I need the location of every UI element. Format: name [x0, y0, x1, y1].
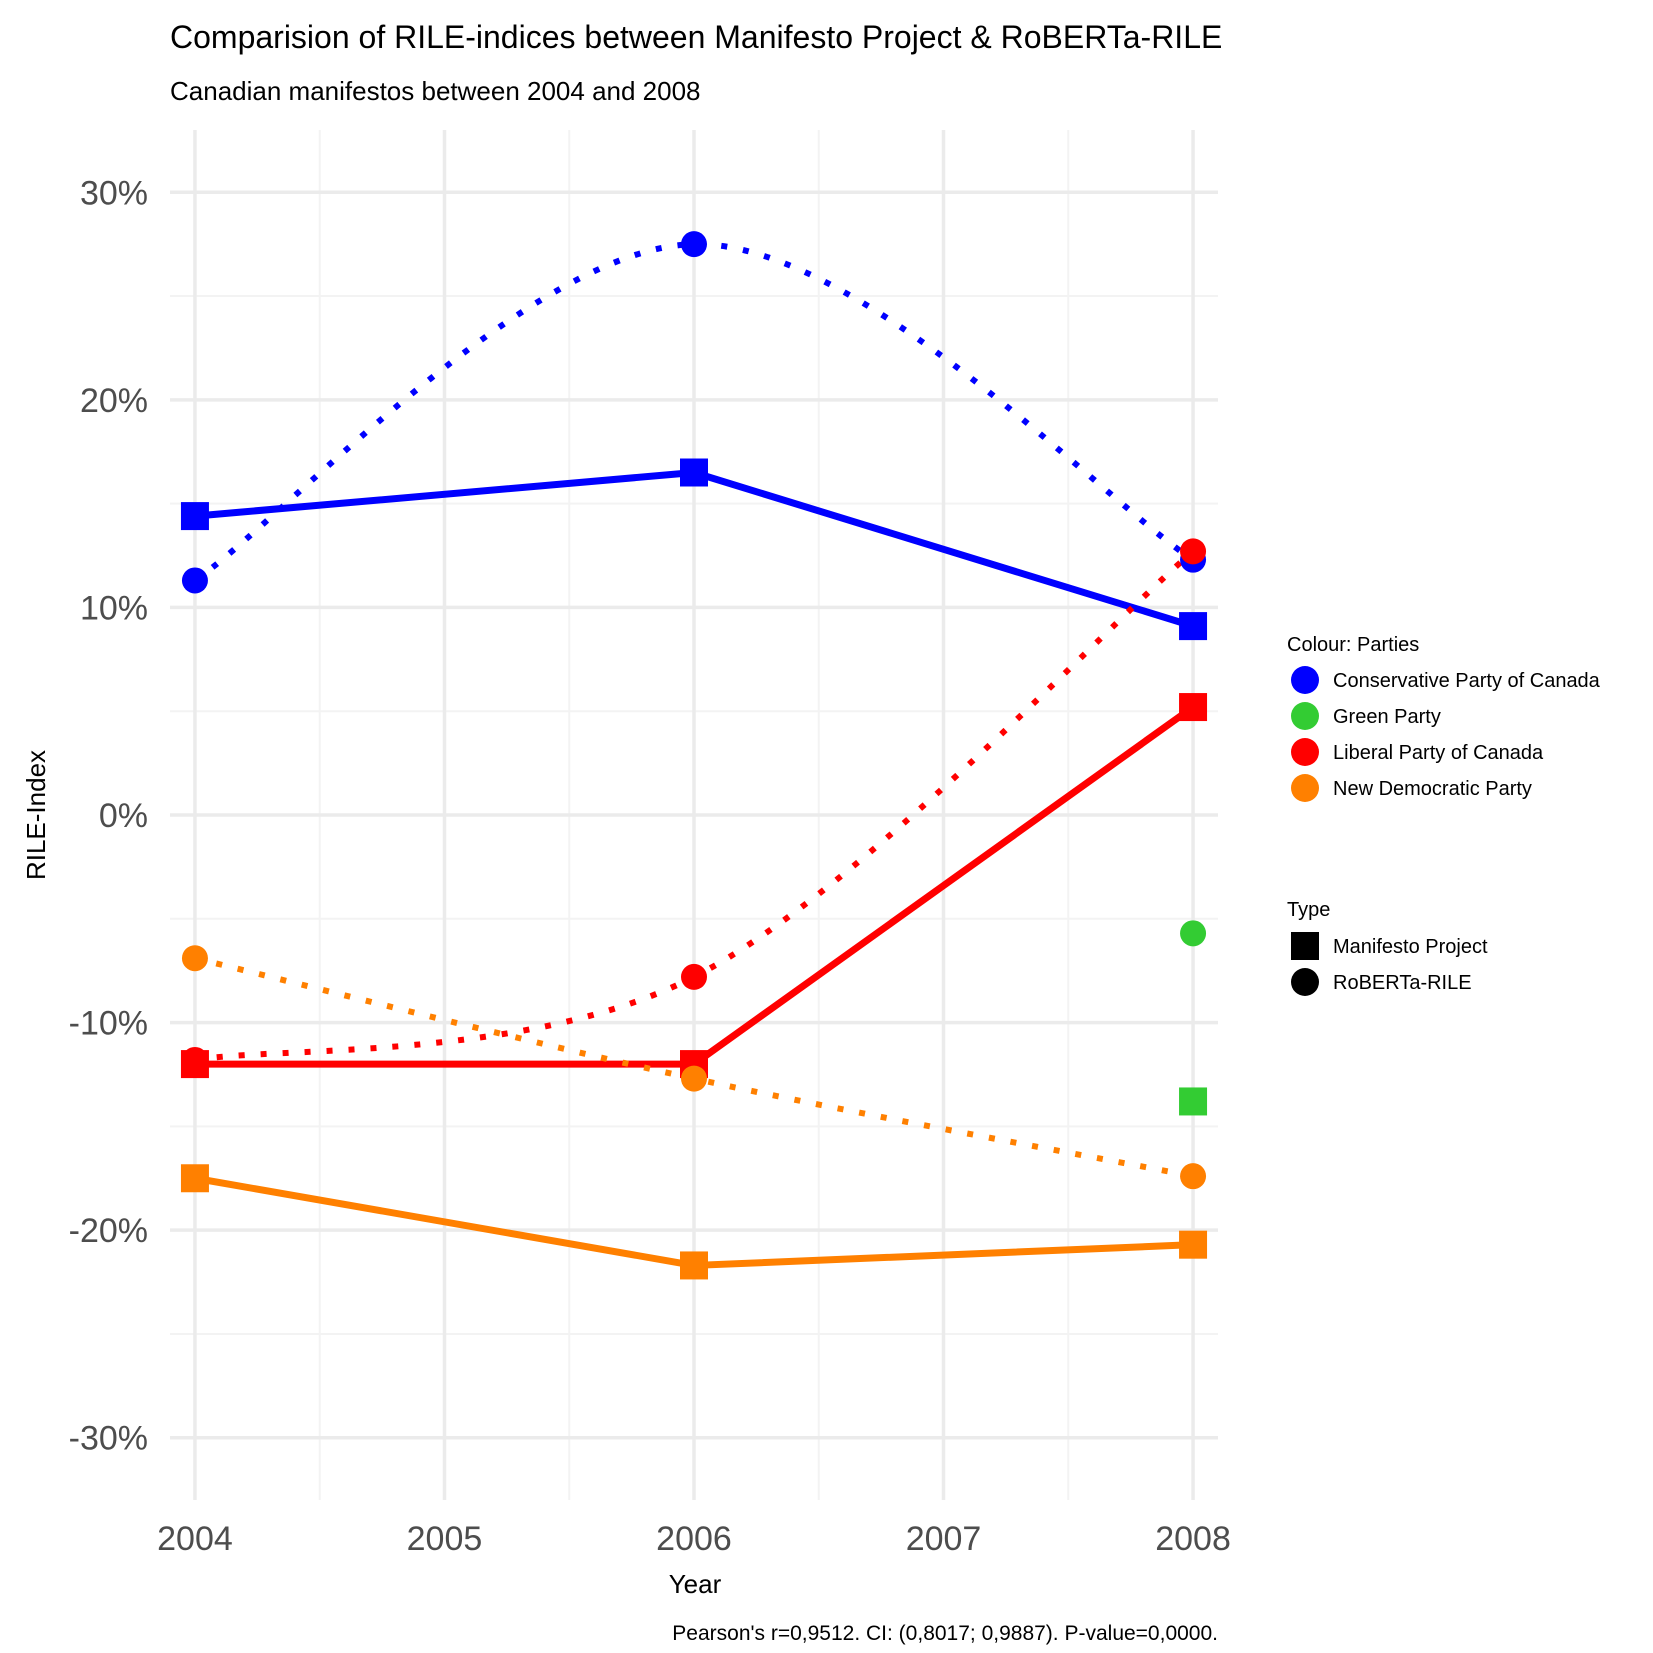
legend-label-conservative-party-of-canada: Conservative Party of Canada [1333, 670, 1601, 692]
data-point-conservative-party-of-canada-manifesto-project-2006 [680, 458, 708, 487]
x-tick-label: 2004 [157, 1520, 233, 1558]
y-tick-label: 20% [80, 382, 148, 420]
legend-key-roberta-rile [1291, 968, 1319, 996]
y-tick-label: -10% [69, 1005, 148, 1043]
legend-label-liberal-party-of-canada: Liberal Party of Canada [1333, 742, 1544, 764]
chart-title: Comparision of RILE-indices between Mani… [170, 19, 1222, 55]
data-point-green-party-roberta-rile-2008 [1180, 920, 1207, 947]
data-point-new-democratic-party-manifesto-project-2008 [1179, 1230, 1208, 1259]
x-tick-label: 2006 [656, 1520, 732, 1558]
data-point-conservative-party-of-canada-roberta-rile-2004 [181, 567, 208, 594]
legend-label-new-democratic-party: New Democratic Party [1333, 778, 1532, 800]
legend-key-green-party [1291, 702, 1319, 730]
data-point-liberal-party-of-canada-manifesto-project-2008 [1179, 693, 1208, 722]
series-markers [180, 231, 1208, 1280]
series-line-liberal-party-of-canada-roberta-rile [194, 549, 1195, 1063]
parties-legend-title: Colour: Parties [1287, 634, 1419, 656]
x-axis-title: Year [669, 1569, 722, 1599]
chart-subtitle: Canadian manifestos between 2004 and 200… [170, 76, 701, 106]
legend-key-liberal-party-of-canada [1291, 738, 1319, 766]
data-point-green-party-manifesto-project-2008 [1179, 1087, 1208, 1116]
y-axis-title: RILE-Index [21, 750, 51, 880]
data-point-new-democratic-party-roberta-rile-2008 [1180, 1163, 1207, 1190]
data-point-liberal-party-of-canada-roberta-rile-2008 [1180, 538, 1207, 565]
legend-key-manifesto-project [1291, 932, 1319, 960]
x-tick-label: 2005 [407, 1520, 483, 1558]
legend-label-manifesto-project: Manifesto Project [1333, 936, 1488, 958]
data-point-new-democratic-party-roberta-rile-2004 [181, 945, 208, 972]
y-tick-label: -30% [69, 1420, 148, 1458]
data-point-conservative-party-of-canada-roberta-rile-2006 [681, 231, 707, 258]
data-point-new-democratic-party-manifesto-project-2004 [180, 1164, 209, 1193]
legend-label-roberta-rile: RoBERTa-RILE [1333, 972, 1472, 994]
data-point-conservative-party-of-canada-manifesto-project-2004 [180, 502, 209, 531]
legend: Colour: Parties Type Conservative Party … [1287, 634, 1601, 996]
type-legend-title: Type [1287, 899, 1330, 921]
caption: Pearson's r=0,9512. CI: (0,8017; 0,9887)… [672, 1622, 1218, 1645]
y-tick-label: 30% [80, 174, 148, 212]
legend-key-conservative-party-of-canada [1291, 666, 1319, 694]
y-tick-label: -20% [69, 1212, 148, 1250]
data-point-new-democratic-party-roberta-rile-2006 [681, 1065, 707, 1092]
y-tick-label: 0% [99, 797, 148, 835]
legend-key-new-democratic-party [1291, 774, 1319, 802]
data-point-conservative-party-of-canada-manifesto-project-2008 [1179, 612, 1208, 641]
x-tick-label: 2008 [1155, 1520, 1231, 1558]
data-point-liberal-party-of-canada-roberta-rile-2004 [181, 1046, 208, 1073]
legend-label-green-party: Green Party [1333, 706, 1441, 728]
y-tick-label: 10% [80, 589, 148, 627]
data-point-liberal-party-of-canada-roberta-rile-2006 [681, 963, 707, 990]
grid [170, 130, 1218, 1500]
x-tick-label: 2007 [906, 1520, 982, 1558]
data-point-new-democratic-party-manifesto-project-2006 [680, 1251, 708, 1280]
axis-ticks: -30% -20% -10% 0% 10% 20% 30% 2004 2005 2006 2007 2… [69, 174, 1231, 1558]
